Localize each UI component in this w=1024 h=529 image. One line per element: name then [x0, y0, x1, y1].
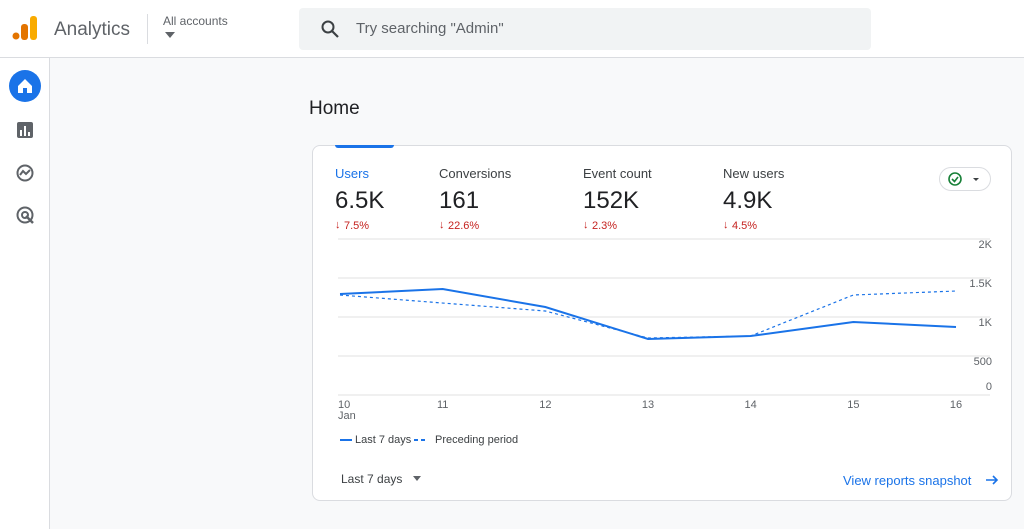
metric-change: 4.5%	[732, 220, 758, 232]
metric-change-arrow: ↓	[583, 219, 589, 231]
nav-reports[interactable]	[16, 121, 34, 139]
nav-explore[interactable]	[15, 163, 35, 183]
logo	[12, 16, 37, 40]
account-caret[interactable]	[165, 32, 175, 38]
metric-change-arrow: ↓	[723, 219, 729, 231]
account-picker[interactable]: All accounts	[163, 14, 228, 28]
top-bar: Analytics All accounts Try searching "Ad…	[0, 0, 1024, 58]
metric-tab[interactable]: New users 4.9K ↓ 4.5%	[723, 166, 853, 236]
link-arrow[interactable]	[985, 473, 999, 487]
home-card: Users 6.5K ↓ 7.5% Conversions 161 ↓ 22.6% Event …	[312, 145, 1012, 501]
date-range[interactable]: Last 7 days	[341, 472, 403, 486]
metric-value: 152K	[583, 187, 640, 214]
metric-tab[interactable]: Event count 152K ↓ 2.3%	[583, 166, 713, 236]
metric-label: Conversions	[439, 166, 512, 181]
divider	[147, 14, 148, 44]
metric-label: New users	[723, 166, 785, 181]
search-icon	[321, 20, 339, 38]
page-title: Home	[309, 98, 360, 119]
nav-home[interactable]	[9, 70, 41, 102]
tab-indicator	[335, 145, 394, 148]
metric-change: 2.3%	[592, 220, 618, 232]
metric-label: Users	[335, 166, 369, 181]
product-name: Analytics	[54, 19, 131, 40]
metric-value: 6.5K	[335, 187, 385, 214]
metric-change-arrow: ↓	[335, 219, 341, 231]
date-range-caret[interactable]	[413, 476, 421, 481]
metric-tab[interactable]: Users 6.5K ↓ 7.5%	[335, 166, 465, 236]
metric-change: 22.6%	[448, 220, 480, 232]
metric-value: 4.9K	[723, 187, 773, 214]
metric-change: 7.5%	[344, 220, 370, 232]
side-nav	[0, 58, 50, 529]
metric-change-arrow: ↓	[439, 219, 445, 231]
search-placeholder: Try searching "Admin"	[356, 20, 504, 37]
metric-label: Event count	[583, 166, 652, 181]
metric-value: 161	[439, 187, 480, 214]
search-box[interactable]: Try searching "Admin"	[299, 8, 871, 50]
view-reports-link[interactable]: View reports snapshot	[843, 473, 972, 488]
compare-toggle[interactable]	[939, 167, 991, 191]
nav-advertising[interactable]	[15, 205, 35, 225]
metric-tab[interactable]: Conversions 161 ↓ 22.6%	[439, 166, 569, 236]
